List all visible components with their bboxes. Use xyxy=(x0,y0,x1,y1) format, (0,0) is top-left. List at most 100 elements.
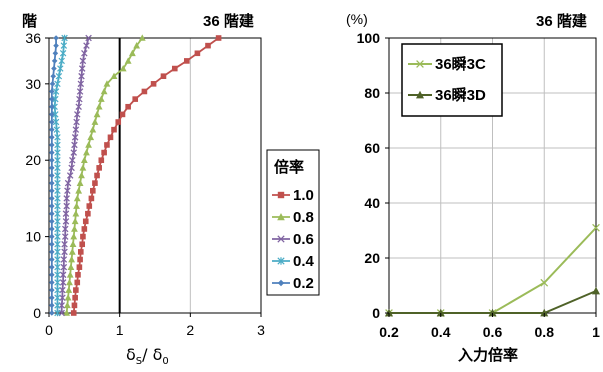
left-data-point xyxy=(49,241,55,248)
right-y-tick-label: 100 xyxy=(357,30,381,46)
left-data-point xyxy=(52,50,59,57)
left-legend-label: 0.8 xyxy=(293,209,314,226)
left-data-point xyxy=(82,218,89,225)
left-data-point xyxy=(88,195,95,202)
right-data-point xyxy=(540,308,549,317)
left-data-point xyxy=(54,309,61,317)
left-data-point xyxy=(54,187,61,195)
left-data-point xyxy=(49,249,55,255)
left-series-group xyxy=(49,34,222,317)
left-data-point xyxy=(150,81,157,87)
left-y-axis-label: 階 xyxy=(22,12,37,30)
left-series-line xyxy=(60,37,90,313)
left-data-point xyxy=(49,88,55,95)
left-data-point xyxy=(54,233,61,240)
left-series-0.2 xyxy=(49,35,59,316)
left-data-point xyxy=(81,226,88,232)
left-data-point xyxy=(49,279,55,286)
left-data-point xyxy=(70,233,78,240)
left-data-point xyxy=(49,134,55,141)
left-data-point xyxy=(91,118,99,125)
left-legend: 倍率 1.0 0.8 0.6 0.4 0.2 xyxy=(266,149,320,296)
left-y-tick-label: 20 xyxy=(25,152,41,168)
left-data-point xyxy=(53,126,60,133)
left-data-point xyxy=(141,88,148,95)
left-data-point xyxy=(49,172,55,179)
left-y-tick-label: 36 xyxy=(25,30,41,46)
left-data-point xyxy=(49,149,55,156)
left-data-point xyxy=(49,187,55,194)
left-data-point xyxy=(103,80,111,87)
left-series-1.0 xyxy=(70,35,222,316)
left-data-point xyxy=(132,96,139,102)
left-data-point xyxy=(104,142,110,148)
left-data-point xyxy=(61,240,68,248)
left-data-point xyxy=(96,165,102,171)
left-data-point xyxy=(68,255,76,263)
left-data-point xyxy=(92,180,98,186)
left-data-point xyxy=(184,58,190,64)
left-data-point xyxy=(52,111,59,118)
right-x-tick-label: 0.2 xyxy=(379,324,399,340)
left-legend-items: 1.0 0.8 0.6 0.4 0.2 xyxy=(272,187,315,292)
left-data-point xyxy=(49,218,55,225)
left-data-point xyxy=(74,279,81,286)
left-y-tick-label: 0 xyxy=(33,305,41,321)
left-legend-marker xyxy=(277,191,285,199)
right-legend-label: 36瞬3C xyxy=(435,55,486,73)
left-data-point xyxy=(119,111,126,118)
left-data-point xyxy=(74,111,81,118)
left-legend-label: 1.0 xyxy=(293,187,314,204)
left-legend-label: 0.4 xyxy=(293,253,315,270)
left-data-point xyxy=(59,49,67,57)
right-chart: 0 20 40 60 80 100 0.2 0.4 0.6 0.8 1 (%) 36 階建 入力倍… xyxy=(346,11,600,364)
right-chart-title: 36 階建 xyxy=(536,12,588,30)
left-y-ticks: 0 10 20 30 36 xyxy=(25,30,49,321)
left-x-axis-label: δS/ δ0 xyxy=(126,345,169,367)
left-data-point xyxy=(133,42,141,49)
left-data-point xyxy=(111,126,117,133)
left-data-point xyxy=(65,286,73,293)
left-data-point xyxy=(54,240,61,248)
left-data-point xyxy=(78,72,85,80)
left-data-point xyxy=(76,264,83,270)
left-plot-frame xyxy=(48,37,262,314)
left-data-point xyxy=(54,294,61,302)
left-data-point xyxy=(59,286,66,294)
left-data-point xyxy=(75,103,82,111)
left-data-point xyxy=(128,49,136,57)
right-legend-marker xyxy=(416,90,424,99)
left-data-point xyxy=(73,194,81,202)
left-data-point xyxy=(61,233,69,240)
left-data-point xyxy=(51,65,57,72)
right-legend-marker xyxy=(416,60,424,68)
left-data-point xyxy=(75,272,81,278)
left-data-point xyxy=(76,179,84,186)
right-x-tick-label: 0.8 xyxy=(535,324,555,340)
left-data-point xyxy=(54,202,61,210)
left-chart-title: 36 階建 xyxy=(203,12,255,30)
left-data-point xyxy=(63,202,70,210)
right-data-point xyxy=(592,223,600,232)
left-data-point xyxy=(90,187,96,194)
left-data-point xyxy=(94,172,100,179)
left-data-point xyxy=(54,263,61,271)
left-data-point xyxy=(80,156,88,164)
left-data-point xyxy=(54,172,61,179)
left-data-point xyxy=(160,73,167,79)
left-data-point xyxy=(70,310,77,316)
left-data-point xyxy=(60,42,68,49)
left-data-point xyxy=(73,287,79,293)
left-data-point xyxy=(71,302,78,309)
left-data-point xyxy=(63,195,70,202)
left-data-point xyxy=(61,34,68,42)
left-data-point xyxy=(61,248,68,256)
left-data-point xyxy=(66,271,74,278)
left-data-point xyxy=(64,294,72,301)
right-y-tick-label: 20 xyxy=(364,250,380,266)
left-data-point xyxy=(71,141,78,149)
left-legend-marker xyxy=(277,279,285,287)
left-data-point xyxy=(83,148,90,156)
left-data-point xyxy=(78,65,86,72)
left-data-point xyxy=(86,203,93,209)
